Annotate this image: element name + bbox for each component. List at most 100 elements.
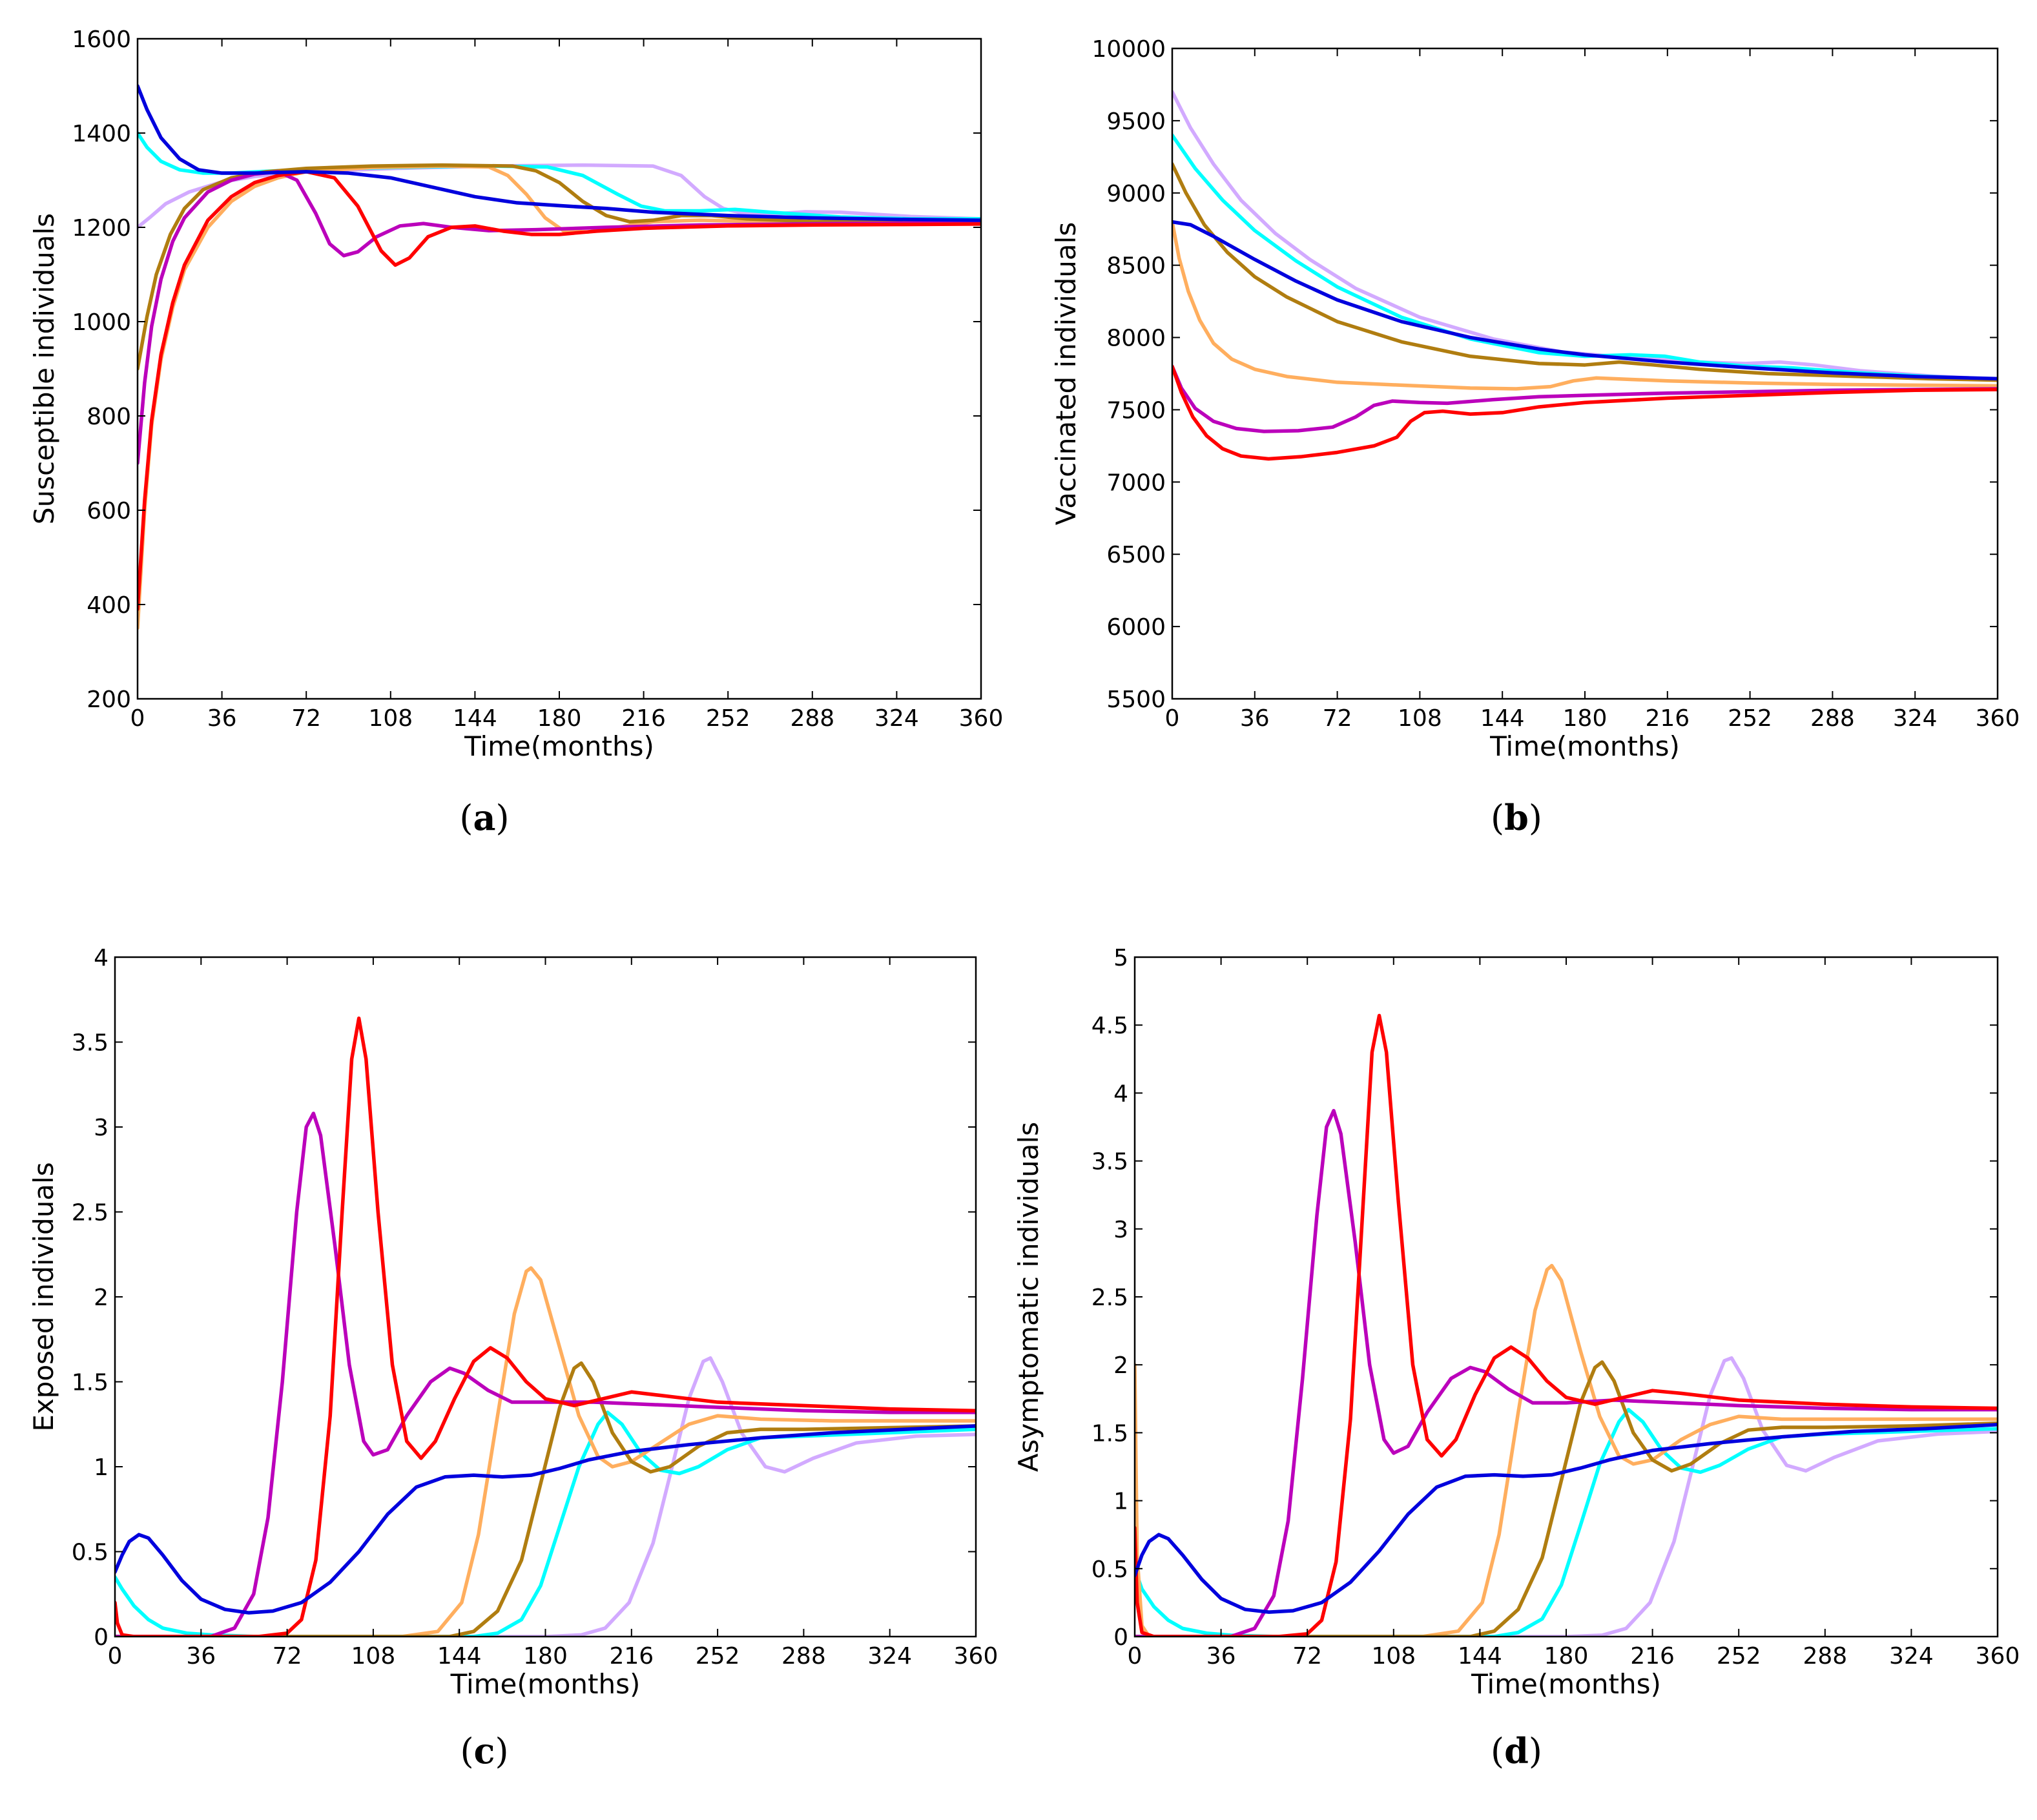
x-tick-label: 288 <box>1803 1643 1847 1670</box>
y-tick-label: 1 <box>94 1454 109 1481</box>
series-line-red <box>138 170 981 612</box>
x-tick-label: 288 <box>790 705 834 732</box>
x-tick-label: 0 <box>1165 705 1180 732</box>
y-tick-label: 3 <box>94 1115 109 1141</box>
x-tick-label: 0 <box>130 705 145 732</box>
x-tick-label: 72 <box>291 705 321 732</box>
y-tick-label: 1.5 <box>72 1370 109 1396</box>
series-line-brown <box>115 1361 976 1637</box>
y-axis-title: Susceptible individuals <box>28 213 60 524</box>
y-tick-label: 6000 <box>1106 614 1166 641</box>
x-tick-label: 0 <box>1128 1643 1143 1670</box>
x-tick-label: 324 <box>867 1643 912 1670</box>
x-tick-label: 180 <box>1544 1643 1589 1670</box>
caption-open: ( <box>459 798 473 838</box>
caption-letter: d <box>1504 1730 1529 1772</box>
panel-caption: (a) <box>459 797 509 838</box>
x-tick-label: 144 <box>453 705 497 732</box>
x-tick-label: 216 <box>1645 705 1690 732</box>
x-tick-label: 216 <box>609 1643 654 1670</box>
y-tick-label: 4 <box>1113 1081 1128 1107</box>
x-tick-label: 144 <box>1458 1643 1502 1670</box>
x-tick-label: 180 <box>537 705 582 732</box>
caption-close: ) <box>1529 1731 1542 1772</box>
x-tick-label: 36 <box>186 1643 216 1670</box>
x-axis-title: Time(months) <box>450 1668 641 1700</box>
x-tick-label: 144 <box>437 1643 482 1670</box>
series-group <box>1172 90 1998 461</box>
x-tick-label: 108 <box>368 705 413 732</box>
panel-caption: (d) <box>1491 1730 1542 1772</box>
caption-close: ) <box>495 1731 508 1772</box>
y-tick-label: 0.5 <box>1091 1556 1128 1583</box>
x-tick-label: 0 <box>108 1643 123 1670</box>
x-tick-label: 252 <box>706 705 750 732</box>
y-tick-label: 0.5 <box>72 1540 109 1566</box>
series-line-lavender <box>1172 90 1998 382</box>
y-axis-title: Vaccinated individuals <box>1050 222 1082 525</box>
caption-letter: a <box>473 797 496 838</box>
series-line-blue <box>115 1424 976 1615</box>
x-tick-label: 360 <box>1976 1643 2020 1670</box>
y-tick-label: 0 <box>1113 1624 1128 1651</box>
series-group <box>1135 1013 1998 1637</box>
x-tick-label: 360 <box>954 1643 998 1670</box>
x-tick-label: 324 <box>1893 705 1938 732</box>
y-tick-label: 4 <box>94 945 109 971</box>
y-tick-label: 6500 <box>1106 542 1166 568</box>
series-line-purple <box>115 1112 976 1637</box>
y-tick-label: 1400 <box>72 121 131 147</box>
x-axis-title: Time(months) <box>1471 1668 1661 1700</box>
series-line-blue <box>138 84 981 222</box>
caption-close: ) <box>1529 798 1542 838</box>
y-tick-label: 600 <box>87 498 131 524</box>
y-tick-label: 2 <box>1113 1352 1128 1379</box>
caption-open: ( <box>1491 798 1504 838</box>
x-tick-label: 108 <box>1398 705 1442 732</box>
panel-a: 0 36 72 108 144 180 216 252 288 324 360 200 400 600 80… <box>28 26 1003 838</box>
x-tick-label: 36 <box>207 705 237 732</box>
series-line-brown <box>138 163 981 371</box>
x-tick-label: 36 <box>1240 705 1270 732</box>
series-group <box>115 1016 976 1637</box>
x-tick-label: 288 <box>781 1643 826 1670</box>
y-tick-label: 7500 <box>1106 397 1166 424</box>
series-line-purple <box>138 170 981 465</box>
series-line-lavender <box>1135 1356 1998 1637</box>
x-tick-label: 72 <box>1323 705 1352 732</box>
x-tick-label: 360 <box>959 705 1004 732</box>
y-tick-label: 3.5 <box>1091 1149 1128 1175</box>
y-tick-label: 10000 <box>1091 36 1166 63</box>
x-tick-label: 36 <box>1206 1643 1236 1670</box>
series-line-cyan <box>138 131 981 221</box>
x-tick-label: 252 <box>1717 1643 1761 1670</box>
series-line-blue <box>1135 1423 1998 1614</box>
x-tick-label: 216 <box>621 705 666 732</box>
y-tick-label: 0 <box>94 1624 109 1651</box>
x-tick-label: 288 <box>1810 705 1855 732</box>
y-tick-label: 800 <box>87 404 131 430</box>
x-axis-title: Time(months) <box>1489 730 1680 762</box>
series-line-purple <box>1135 1109 1998 1637</box>
y-tick-label: 400 <box>87 592 131 619</box>
series-line-red <box>115 1016 976 1637</box>
y-tick-label: 3 <box>1113 1217 1128 1243</box>
series-line-cyan <box>1135 1407 1998 1637</box>
caption-close: ) <box>496 798 510 838</box>
series-line-blue <box>1172 220 1998 381</box>
y-tick-label: 5 <box>1113 945 1128 971</box>
series-line-brown <box>1172 162 1998 382</box>
panel-d: 0 36 72 108 144 180 216 252 288 324 360 0 0.5 1 1.5 2 2.… <box>1013 945 2020 1772</box>
x-tick-label: 360 <box>1976 705 2020 732</box>
panel-b: 0 36 72 108 144 180 216 252 288 324 360 5500 6000 650… <box>1050 36 2020 838</box>
x-tick-label: 108 <box>351 1643 396 1670</box>
panel-caption: (c) <box>460 1730 508 1772</box>
series-line-orange <box>115 1266 976 1637</box>
y-tick-label: 3.5 <box>72 1030 109 1057</box>
y-tick-label: 2.5 <box>1091 1285 1128 1311</box>
x-tick-label: 252 <box>1728 705 1772 732</box>
x-tick-label: 72 <box>273 1643 302 1670</box>
series-line-orange <box>1135 1263 1998 1637</box>
x-axis-title: Time(months) <box>464 730 654 762</box>
x-tick-label: 252 <box>696 1643 740 1670</box>
